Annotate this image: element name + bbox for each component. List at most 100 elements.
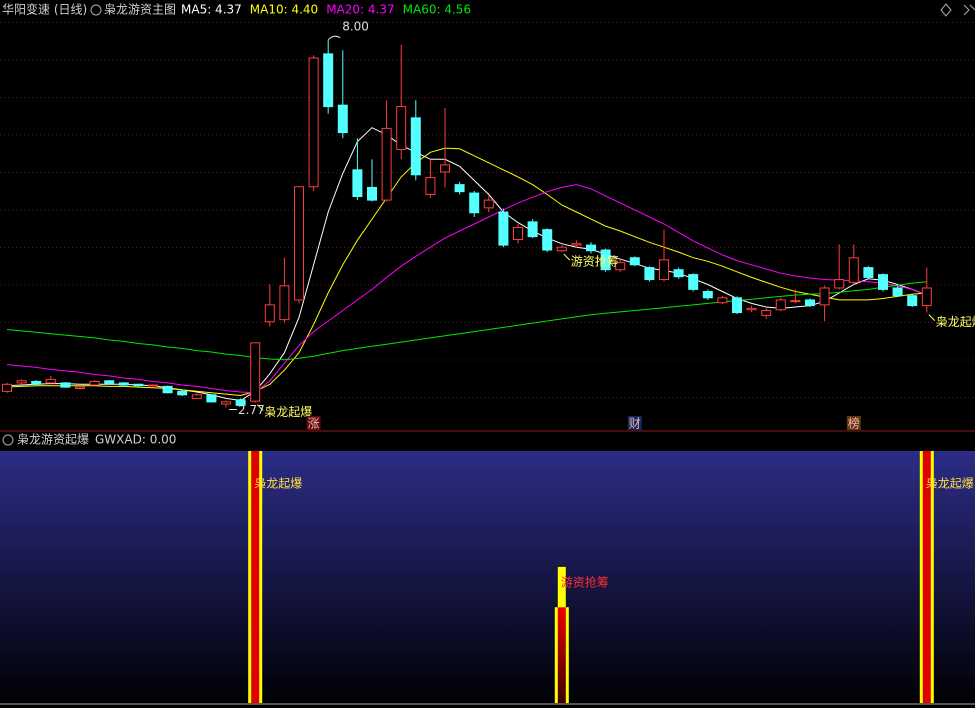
candle-body <box>279 285 290 321</box>
candle-body <box>615 262 626 271</box>
candle-body <box>498 211 509 246</box>
candle-body <box>644 267 655 281</box>
candle-body <box>790 300 801 303</box>
high-label: 8.00 <box>342 19 369 33</box>
candle-body <box>513 227 523 240</box>
annotation: 游资抢筹 <box>571 254 619 269</box>
annotation-leader <box>256 404 264 411</box>
candle-body <box>294 186 304 301</box>
stock-title: 华阳变速 (日线) <box>2 2 87 17</box>
ma-line <box>6 147 927 397</box>
candle-body <box>235 399 246 406</box>
candle-body <box>863 267 874 278</box>
low-label: 2.77 <box>238 403 265 417</box>
badge: 榜 <box>848 416 860 431</box>
candle-body <box>907 295 918 307</box>
ma-line <box>6 127 927 402</box>
candle-body <box>264 304 275 323</box>
bar-label: 枭龙起爆 <box>926 476 974 491</box>
candle-body <box>118 382 129 386</box>
candle-body <box>104 380 115 385</box>
candle-body <box>177 390 188 396</box>
annotation-leader <box>928 314 936 321</box>
candle-body <box>483 199 494 209</box>
legend: MA5: 4.37 MA10: 4.40 MA20: 4.37 MA60: 4.56 <box>181 3 471 17</box>
candle-body <box>527 221 538 238</box>
candle-body <box>250 342 261 402</box>
candle-body <box>717 297 728 304</box>
arrow-icon[interactable] <box>963 4 975 16</box>
panel-background <box>0 451 975 704</box>
candle-body <box>367 186 377 201</box>
annotation-leader <box>563 253 571 261</box>
candle-body <box>878 274 888 290</box>
menu-icon[interactable] <box>2 434 14 446</box>
candle-body <box>571 243 582 246</box>
candle-body <box>221 401 231 405</box>
candle-body <box>469 192 480 214</box>
signal-bar <box>557 566 566 608</box>
candle-body <box>191 394 202 399</box>
menu-icon[interactable] <box>90 4 102 16</box>
legend-entry: MA10: 4.40 <box>250 3 318 17</box>
diamond-icon[interactable] <box>940 3 952 17</box>
signal-bar <box>557 607 566 703</box>
candle-body <box>921 287 932 307</box>
bar-label: 游资抢筹 <box>561 574 609 589</box>
candle-body <box>775 299 786 311</box>
candle-body <box>133 383 144 387</box>
candle-body <box>60 382 71 388</box>
candle-body <box>659 259 669 281</box>
candle-body <box>352 169 363 198</box>
candle-body <box>761 309 772 316</box>
candle-body <box>162 385 173 394</box>
candle-body <box>206 394 217 403</box>
indicator-value: GWXAD: 0.00 <box>95 433 176 447</box>
candle-body <box>834 279 845 289</box>
candle-body <box>31 380 42 385</box>
candle-body <box>805 299 815 307</box>
candle-body <box>892 287 903 297</box>
candle-body <box>148 384 158 387</box>
bar-label: 枭龙起爆 <box>254 476 302 491</box>
indicator-name: 枭龙游资起爆 <box>17 432 89 447</box>
legend-entry: MA5: 4.37 <box>181 3 242 17</box>
legend-entry: MA60: 4.56 <box>403 3 471 17</box>
badge: 财 <box>629 417 641 431</box>
candle-body <box>16 380 27 384</box>
candle-body <box>308 57 319 188</box>
candle-body <box>556 246 567 252</box>
candle-body <box>323 53 334 108</box>
candle-body <box>410 117 421 176</box>
ma-line <box>6 281 927 361</box>
candle-body <box>586 244 596 252</box>
annotation: 枭龙起爆 <box>264 404 312 419</box>
indicator-name: 枭龙游资主图 <box>104 2 176 17</box>
candle-body <box>396 106 407 150</box>
candle-body <box>819 287 830 306</box>
candle-body <box>337 104 348 134</box>
signal-bar <box>251 451 260 703</box>
candle-body <box>381 127 392 201</box>
candle-body <box>542 229 553 251</box>
candle-body <box>2 383 12 392</box>
badge-background <box>306 416 321 430</box>
ma-line <box>6 184 927 394</box>
candle-body <box>673 269 684 278</box>
signal-bar <box>922 451 931 703</box>
high-marker <box>327 35 341 41</box>
annotation: 枭龙起爆 <box>936 314 975 329</box>
candle-body <box>688 274 699 290</box>
candle-body <box>75 386 85 390</box>
candle-body <box>732 297 742 314</box>
candle-body <box>440 164 450 173</box>
grid-pattern <box>0 18 975 430</box>
badge: 涨 <box>308 416 320 431</box>
candle-body <box>454 184 465 193</box>
candle-body <box>89 380 100 386</box>
candle-body <box>746 307 757 311</box>
candle-body <box>848 257 859 283</box>
legend-entry: MA20: 4.37 <box>326 3 394 17</box>
